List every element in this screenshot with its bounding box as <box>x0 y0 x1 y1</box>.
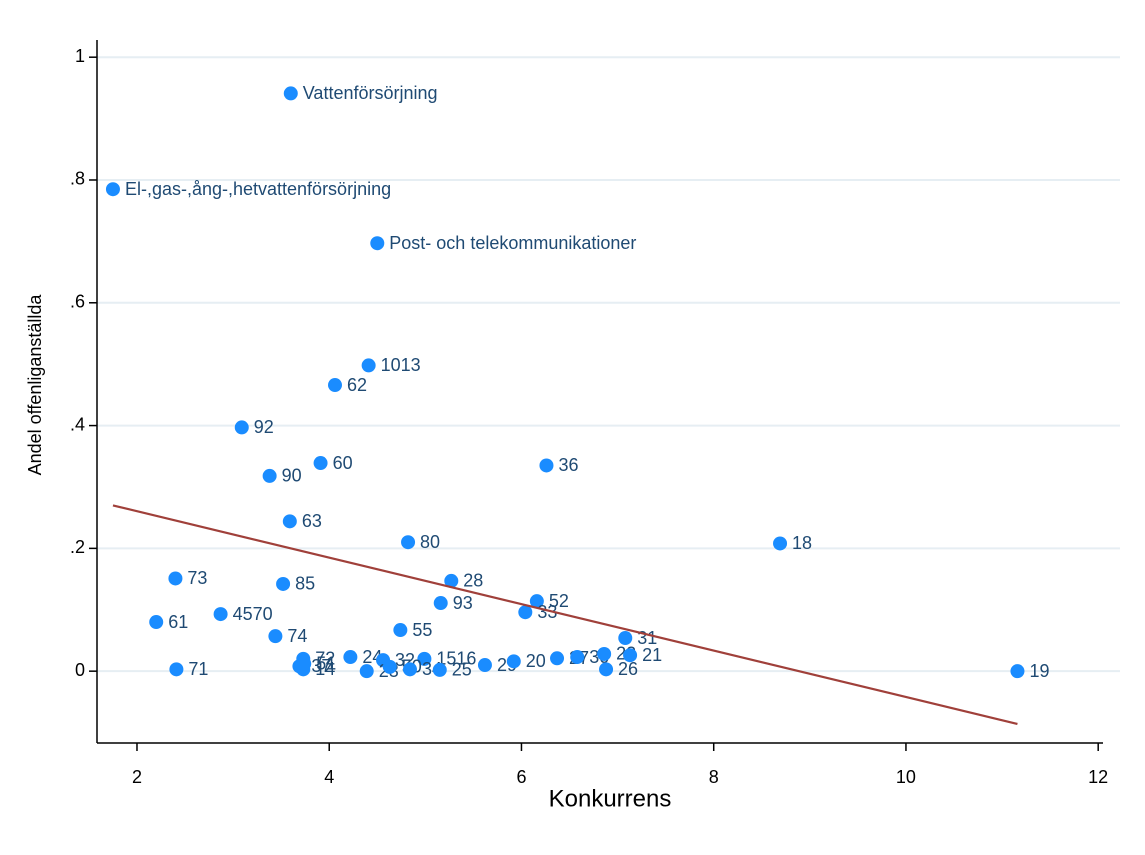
point-label: 93 <box>453 593 473 613</box>
point <box>169 662 184 677</box>
point <box>1010 664 1025 679</box>
point-label: 1013 <box>381 355 421 375</box>
point <box>417 651 432 666</box>
point <box>477 658 492 673</box>
point <box>282 514 297 529</box>
point-label: El-,gas-,ång-,hetvattenförsörjning <box>125 179 391 199</box>
point <box>213 607 228 622</box>
point-label: 1516 <box>436 649 476 669</box>
point <box>168 571 183 586</box>
point <box>599 662 614 677</box>
point-label: 18 <box>792 533 812 553</box>
point-label: 21 <box>642 645 662 665</box>
point-label: 61 <box>168 612 188 632</box>
point <box>361 358 376 373</box>
point <box>597 646 612 661</box>
y-tick-label: 0 <box>75 660 85 680</box>
point <box>506 654 521 669</box>
x-tick-label: 6 <box>516 767 526 787</box>
x-tick-label: 8 <box>709 767 719 787</box>
point-label: 55 <box>412 620 432 640</box>
point-label: 71 <box>188 659 208 679</box>
point <box>370 236 385 251</box>
y-axis-label: Andel offenliganställda <box>25 294 45 476</box>
point-label: 60 <box>333 453 353 473</box>
point <box>529 594 544 609</box>
point-label: 52 <box>549 591 569 611</box>
point <box>359 664 374 679</box>
point <box>283 86 298 101</box>
point <box>402 662 417 677</box>
point-label: 37 <box>311 656 331 676</box>
point-label: 25 <box>452 660 472 680</box>
point-label: 19 <box>1029 661 1049 681</box>
point <box>268 629 283 644</box>
point <box>296 662 311 677</box>
point-label: Post- och telekommunikationer <box>389 233 636 253</box>
point-label: 73 <box>187 568 207 588</box>
point <box>618 631 633 646</box>
point-label: 72 <box>315 649 335 669</box>
point <box>401 535 416 550</box>
point <box>327 378 342 393</box>
point-label: 28 <box>463 571 483 591</box>
point <box>149 615 164 630</box>
point-label: 92 <box>254 417 274 437</box>
point <box>570 650 585 665</box>
point <box>432 662 447 677</box>
point-label: 85 <box>295 574 315 594</box>
point <box>773 536 788 551</box>
y-tick-label: .2 <box>70 537 85 557</box>
point-label: Vattenförsörjning <box>303 83 438 103</box>
x-tick-label: 12 <box>1088 767 1108 787</box>
point <box>234 420 249 435</box>
x-tick-label: 4 <box>324 767 334 787</box>
point-label: 26 <box>618 659 638 679</box>
point <box>433 596 448 611</box>
point <box>382 659 397 674</box>
x-axis-label: Konkurrens <box>549 785 672 812</box>
point-label: 4570 <box>233 604 273 624</box>
point <box>276 576 291 591</box>
point-label: 51 <box>316 654 336 674</box>
point-label: 63 <box>302 511 322 531</box>
point <box>550 651 565 666</box>
point-label: 90 <box>282 466 302 486</box>
point-label: 20 <box>526 651 546 671</box>
point <box>623 648 638 663</box>
x-tick-label: 2 <box>132 767 142 787</box>
point <box>343 650 358 665</box>
y-tick-label: .6 <box>70 292 85 312</box>
point-label: 80 <box>420 532 440 552</box>
point-label: 62 <box>347 375 367 395</box>
x-tick-label: 10 <box>896 767 916 787</box>
y-tick-label: .4 <box>70 414 85 434</box>
point <box>539 458 554 473</box>
point-label: 33 <box>537 602 557 622</box>
point-label: 14 <box>315 659 335 679</box>
point <box>262 468 277 483</box>
fit-line <box>112 504 1018 726</box>
point-label: 74 <box>287 626 307 646</box>
point <box>518 605 533 620</box>
y-tick-label: .8 <box>70 169 85 189</box>
point <box>444 573 459 588</box>
point <box>105 182 120 197</box>
point-label: 36 <box>558 455 578 475</box>
y-tick-label: 1 <box>75 46 85 66</box>
point <box>313 456 328 471</box>
point <box>393 623 408 638</box>
